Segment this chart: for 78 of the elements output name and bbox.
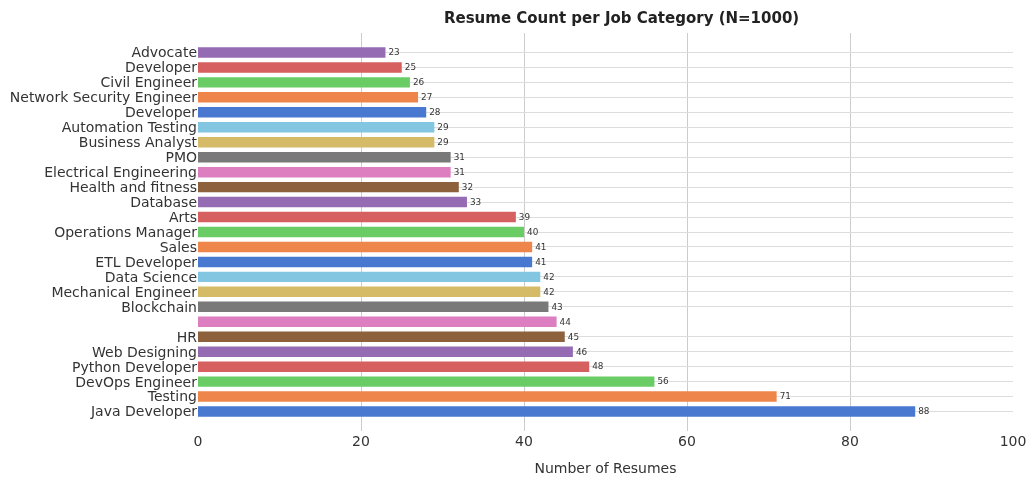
x-tick-label: 100: [999, 433, 1027, 449]
y-tick-label: HR: [176, 328, 198, 345]
y-tick-label: Advocate: [131, 44, 197, 61]
bar: [198, 331, 565, 342]
data-label: 29: [437, 137, 449, 148]
bar: [198, 301, 549, 313]
bar: [198, 196, 467, 208]
data-label: 32: [461, 181, 474, 192]
data-label: 31: [453, 152, 465, 162]
bar: [198, 211, 516, 223]
bar: [198, 77, 410, 88]
x-tick-label: 80: [841, 433, 859, 449]
bar: [198, 346, 573, 357]
data-label: 41: [535, 241, 547, 252]
data-label: 48: [592, 361, 604, 372]
bar: [198, 107, 427, 118]
y-tick-label: Electrical Engineering: [44, 164, 197, 181]
x-tick-label: 40: [515, 433, 533, 449]
y-tick-label: Automation Testing: [61, 119, 197, 136]
data-label: 28: [429, 107, 441, 118]
x-tick-label: 0: [193, 433, 203, 449]
bar: [198, 406, 916, 417]
bar: [198, 241, 533, 253]
x-tick-label: 20: [352, 433, 370, 449]
y-tick-label: Developer: [124, 59, 198, 76]
bar: [198, 316, 557, 328]
bar: [198, 136, 435, 148]
data-label: 45: [567, 331, 580, 342]
data-label: 88: [918, 406, 930, 417]
bar: [198, 62, 402, 73]
data-label: 43: [551, 301, 563, 312]
bar: [198, 92, 419, 103]
y-tick-label: Business Analyst: [78, 134, 198, 151]
data-label: 71: [779, 391, 791, 402]
bar: [198, 361, 590, 372]
bar: [198, 122, 435, 133]
bar: [198, 47, 386, 58]
bar: [198, 271, 541, 283]
data-label: 26: [412, 77, 425, 88]
data-label: 42: [543, 286, 555, 297]
data-label: 29: [437, 122, 449, 133]
x-tick-label: 60: [678, 433, 696, 449]
data-label: 40: [527, 226, 539, 237]
y-tick-label: PMO: [165, 149, 197, 166]
y-tick-label: Testing: [146, 388, 197, 405]
bar: [198, 181, 459, 193]
y-tick-label: Java Developer: [89, 403, 198, 420]
bar: [198, 376, 655, 387]
bar: [198, 151, 451, 163]
data-label: 39: [518, 211, 531, 222]
data-label: 41: [535, 256, 547, 267]
data-label: 46: [575, 346, 588, 357]
data-label: 33: [469, 196, 482, 207]
data-label: 56: [657, 376, 670, 387]
data-label: 31: [453, 166, 465, 177]
y-tick-label: ETL Developer: [95, 253, 198, 270]
data-label: 23: [388, 47, 400, 58]
y-tick-label: Civil Engineer: [100, 74, 198, 91]
y-tick-label: Mechanical Engineer: [51, 283, 198, 300]
y-tick-label: Database: [130, 193, 197, 210]
y-tick-label: Python Developer: [72, 358, 198, 375]
data-label: 42: [543, 271, 555, 282]
y-tick-label: Network Security Engineer: [9, 89, 198, 106]
y-tick-label: Arts: [168, 208, 197, 225]
data-label: 44: [559, 316, 572, 327]
bar: [198, 256, 533, 268]
data-label: 27: [421, 92, 433, 103]
x-axis-title: Number of Resumes: [534, 460, 677, 477]
chart-title: Resume Count per Job Category (N=1000): [443, 8, 800, 27]
bar: [198, 286, 541, 298]
y-tick-label: Web Designing: [92, 343, 197, 360]
bar: [198, 166, 451, 178]
y-tick-label: Operations Manager: [54, 223, 198, 240]
data-label: 25: [404, 62, 417, 73]
bar: [198, 226, 524, 238]
y-tick-label: Health and fitness: [69, 179, 197, 196]
bar: [198, 391, 777, 402]
y-tick-label: Developer: [124, 104, 198, 121]
